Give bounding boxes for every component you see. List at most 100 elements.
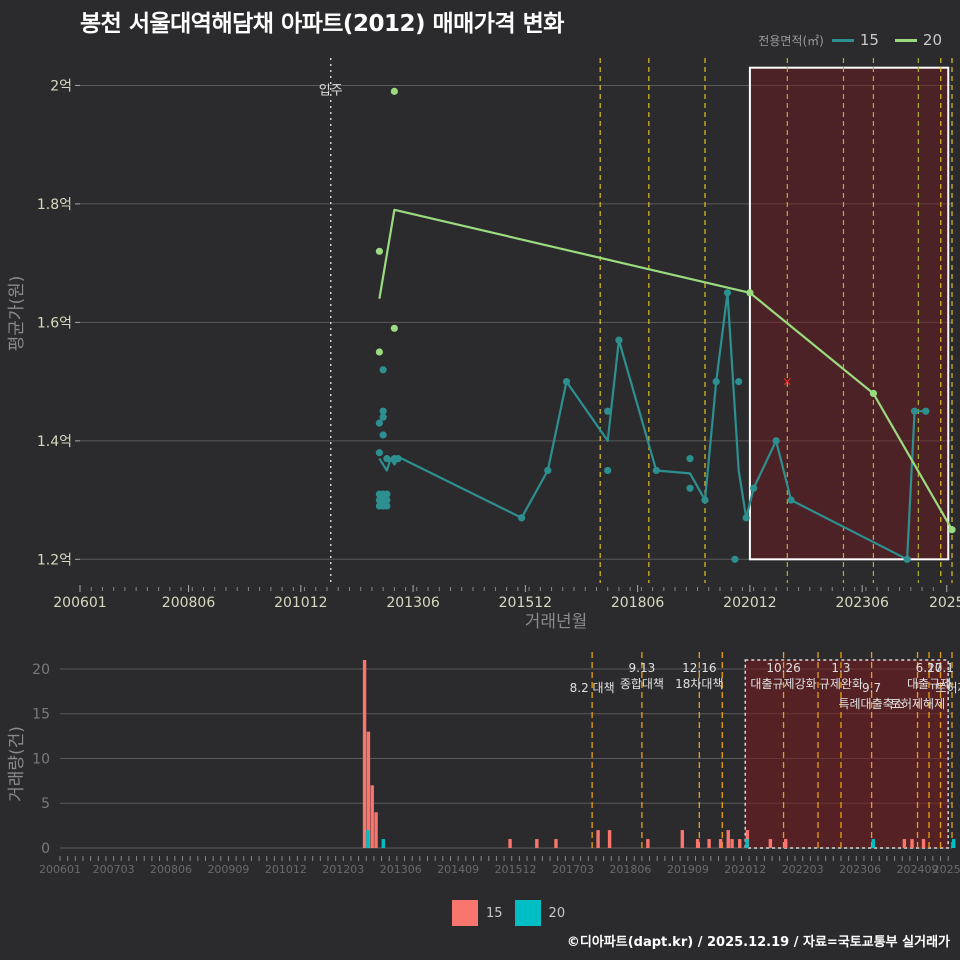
legend-swatch-20: [894, 38, 917, 42]
data-point-15: [379, 366, 387, 374]
data-point-15: [787, 496, 795, 504]
data-point-15: [723, 289, 732, 297]
policy-annotation: 특례대출축소: [838, 697, 904, 711]
bar-15: [783, 839, 788, 848]
policy-annotation: 토허제해제: [890, 697, 945, 711]
policy-annotation: 9.13: [629, 661, 656, 675]
policy-annotation: 6.27: [916, 661, 943, 675]
policy-annotation: 1.3: [831, 661, 850, 675]
bar-x-tick-label: 202306: [839, 863, 881, 876]
data-point-20: [746, 289, 754, 297]
bar-15: [768, 839, 773, 848]
data-point-15: [652, 466, 660, 475]
x-tick-label: 202306: [835, 595, 889, 611]
y-tick-label: 1.4억: [37, 434, 72, 450]
event-label: 입주: [319, 83, 343, 98]
data-point-15: [903, 555, 911, 563]
policy-annotation: 대출규제: [907, 677, 951, 691]
footer-credit: ©디아파트(dapt.kr) / 2025.12.19 / 자료=국토교통부 실…: [566, 935, 950, 950]
bar-highlight-box: [744, 659, 949, 849]
bar-x-tick-label: 202409: [897, 863, 939, 876]
x-tick-label: 2025: [929, 595, 960, 611]
bottom-legend: 15 20: [452, 900, 565, 926]
data-point-15: [383, 455, 391, 463]
bar-15: [596, 830, 600, 848]
bar-15: [738, 839, 742, 848]
bar-y-tick-label: 20: [32, 662, 50, 678]
bar-15: [508, 839, 512, 848]
data-point-15: [922, 407, 930, 415]
bar-15: [646, 839, 650, 848]
y-tick-label: 1.8억: [37, 197, 72, 213]
bar-y-tick-label: 5: [41, 796, 50, 812]
data-point-20: [390, 87, 398, 95]
legend-label-15: 15: [859, 31, 879, 49]
bar-15: [695, 839, 700, 848]
y-tick-label: 1.2억: [37, 552, 72, 568]
bar-x-tick-label: 200601: [39, 863, 81, 876]
policy-annotation: 대출규제강화: [750, 677, 816, 691]
legend-label-20: 20: [922, 31, 942, 49]
legend-title: 전용면적(㎡): [758, 33, 824, 48]
bar-x-tick-label: 200703: [93, 863, 135, 876]
data-point-15: [383, 490, 391, 498]
y-tick-label: 1.6억: [37, 315, 72, 331]
bar-15: [370, 785, 374, 848]
bar-y-tick-label: 15: [32, 707, 50, 723]
highlight-box: [748, 66, 950, 561]
bar-x-tick-label: 201306: [380, 863, 422, 876]
data-point-15: [383, 496, 391, 504]
data-point-20: [375, 348, 383, 356]
bar-20: [871, 839, 876, 848]
bar-x-tick-label: 201409: [437, 863, 479, 876]
bar-x-tick-label: 201806: [609, 863, 651, 876]
bar-x-tick-label: 202012: [724, 863, 766, 876]
bar-y-tick-label: 10: [32, 751, 50, 767]
data-point-15: [375, 449, 383, 457]
y-axis-title: 평균가(원): [7, 276, 27, 352]
bar-15: [374, 812, 378, 848]
data-point-15: [772, 437, 780, 445]
bar-y-tick-label: 0: [41, 841, 50, 857]
bar-x-tick-label: 201909: [667, 863, 709, 876]
data-point-20: [869, 389, 878, 398]
bar-x-tick-label: 2025: [933, 863, 960, 876]
data-point-15: [394, 455, 402, 463]
bar-15: [366, 731, 371, 848]
bar-x-tick-label: 201203: [322, 863, 364, 876]
data-point-20: [375, 247, 383, 255]
legend-bar-swatch-15: [452, 900, 478, 926]
bar-15: [707, 839, 711, 848]
bar-15: [535, 839, 539, 848]
legend-swatch-15: [831, 38, 854, 42]
bar-20: [381, 839, 385, 848]
data-point-15: [562, 378, 571, 386]
bar-x-tick-label: 202203: [782, 863, 824, 876]
bar-15: [607, 830, 612, 848]
chart-title: 봉천 서울대역해담채 아파트(2012) 매매가격 변화: [80, 11, 564, 37]
data-point-15: [544, 466, 552, 475]
bar-15: [680, 830, 685, 848]
marker-x: ×: [782, 375, 792, 389]
chart-canvas: 1.2억 1.4억 1.6억 1.8억 2억 입주 × 200601 200806 201012 2…: [7, 58, 960, 876]
bar-15: [730, 839, 734, 848]
x-tick-label: 201806: [611, 595, 665, 611]
bar-x-tick-label: 201012: [265, 863, 307, 876]
bar-20: [952, 839, 956, 848]
data-point-15: [731, 555, 739, 563]
legend-bar-swatch-20: [514, 900, 541, 926]
data-point-15: [604, 407, 612, 415]
policy-annotation: 8.2 대책: [570, 680, 615, 695]
data-point-15: [375, 419, 383, 427]
bar-15: [910, 839, 914, 848]
x-tick-label: 202012: [723, 595, 776, 611]
x-tick-label: 200601: [53, 595, 106, 611]
data-point-15: [615, 336, 623, 344]
data-point-15: [750, 484, 758, 492]
x-tick-label: 201012: [274, 595, 327, 611]
data-point-15: [379, 413, 387, 421]
x-tick-label: 200806: [162, 595, 216, 611]
data-point-15: [518, 514, 526, 522]
legend-bar-label-15: 15: [486, 905, 503, 921]
bar-y-axis-title: 거래량(건): [7, 726, 27, 802]
